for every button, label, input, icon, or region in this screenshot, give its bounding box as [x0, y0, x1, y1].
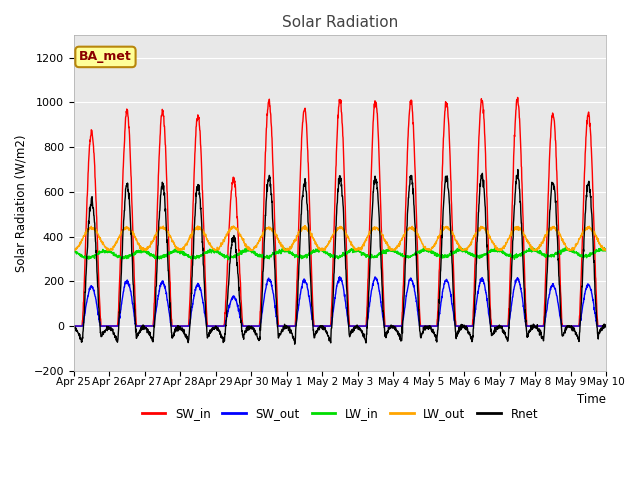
- X-axis label: Time: Time: [577, 393, 606, 406]
- LW_out: [602, 247, 610, 253]
- LW_in: [599, 245, 607, 251]
- SW_in: [367, 190, 374, 195]
- LW_out: [495, 246, 502, 252]
- Rnet: [367, 237, 375, 243]
- SW_out: [570, 323, 578, 329]
- Rnet: [514, 167, 522, 172]
- Rnet: [218, 335, 226, 340]
- LW_out: [355, 247, 363, 253]
- LW_in: [556, 249, 563, 254]
- Rnet: [291, 341, 298, 347]
- SW_out: [218, 323, 226, 329]
- SW_in: [602, 323, 610, 329]
- LW_in: [224, 257, 232, 263]
- LW_out: [70, 247, 77, 253]
- Line: SW_in: SW_in: [74, 97, 606, 326]
- SW_out: [355, 323, 363, 329]
- Y-axis label: Solar Radiation (W/m2): Solar Radiation (W/m2): [15, 134, 28, 272]
- Title: Solar Radiation: Solar Radiation: [282, 15, 398, 30]
- SW_in: [570, 323, 578, 329]
- SW_out: [371, 274, 379, 280]
- SW_out: [495, 323, 502, 329]
- SW_in: [495, 323, 502, 329]
- LW_out: [570, 246, 578, 252]
- LW_out: [301, 223, 309, 228]
- Rnet: [602, 323, 610, 328]
- Rnet: [570, 325, 578, 331]
- LW_in: [570, 249, 578, 254]
- Rnet: [495, 325, 502, 331]
- Text: BA_met: BA_met: [79, 50, 132, 63]
- Line: LW_in: LW_in: [74, 248, 606, 260]
- SW_out: [70, 323, 77, 329]
- SW_out: [602, 323, 610, 329]
- SW_in: [556, 248, 563, 253]
- LW_in: [367, 255, 375, 261]
- SW_out: [367, 294, 374, 300]
- LW_in: [218, 252, 226, 258]
- SW_in: [70, 323, 77, 329]
- Legend: SW_in, SW_out, LW_in, LW_out, Rnet: SW_in, SW_out, LW_in, LW_out, Rnet: [137, 403, 543, 425]
- LW_out: [218, 241, 226, 247]
- SW_in: [355, 323, 363, 329]
- Rnet: [556, 282, 563, 288]
- LW_in: [355, 249, 363, 255]
- LW_out: [367, 229, 375, 235]
- SW_in: [218, 323, 226, 329]
- LW_in: [602, 247, 610, 252]
- Line: Rnet: Rnet: [74, 169, 606, 344]
- Rnet: [355, 325, 363, 331]
- Line: SW_out: SW_out: [74, 277, 606, 326]
- LW_out: [556, 230, 563, 236]
- SW_out: [556, 308, 563, 313]
- SW_in: [514, 95, 522, 100]
- LW_in: [495, 248, 502, 254]
- LW_in: [70, 249, 77, 255]
- Rnet: [70, 325, 77, 331]
- Line: LW_out: LW_out: [74, 226, 606, 250]
